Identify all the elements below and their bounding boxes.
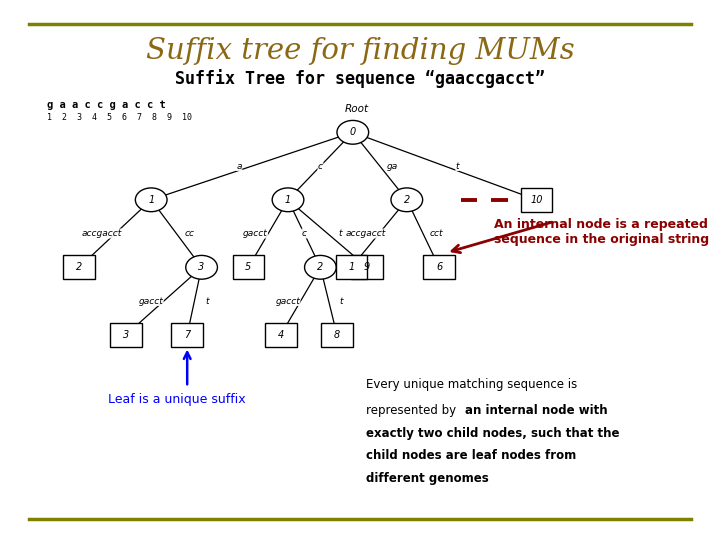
- FancyBboxPatch shape: [336, 255, 367, 279]
- Text: c: c: [302, 229, 307, 238]
- Circle shape: [186, 255, 217, 279]
- Text: 1: 1: [348, 262, 354, 272]
- FancyBboxPatch shape: [110, 323, 142, 347]
- Text: 9: 9: [364, 262, 370, 272]
- Text: Leaf is a unique suffix: Leaf is a unique suffix: [107, 393, 246, 406]
- Text: cct: cct: [429, 229, 443, 238]
- Text: 10: 10: [530, 195, 543, 205]
- Text: t: t: [456, 161, 459, 171]
- Text: 2: 2: [76, 262, 82, 272]
- FancyBboxPatch shape: [171, 323, 203, 347]
- Circle shape: [391, 188, 423, 212]
- FancyBboxPatch shape: [423, 255, 455, 279]
- Text: c: c: [318, 161, 323, 171]
- Circle shape: [272, 188, 304, 212]
- Text: t: t: [339, 229, 342, 238]
- Text: 2: 2: [404, 195, 410, 205]
- Text: 5: 5: [246, 262, 251, 272]
- Text: t: t: [206, 296, 209, 306]
- Text: 4: 4: [278, 330, 284, 340]
- Text: 2: 2: [318, 262, 323, 272]
- Text: 3: 3: [199, 262, 204, 272]
- Text: gacct: gacct: [138, 296, 163, 306]
- Text: 1  2  3  4  5  6  7  8  9  10: 1 2 3 4 5 6 7 8 9 10: [47, 113, 192, 122]
- Circle shape: [337, 120, 369, 144]
- Text: ga: ga: [387, 161, 398, 171]
- Text: 1: 1: [285, 195, 291, 205]
- Text: An internal node is a repeated
sequence in the original string: An internal node is a repeated sequence …: [494, 218, 708, 246]
- Text: an internal node with: an internal node with: [465, 404, 608, 417]
- FancyBboxPatch shape: [233, 255, 264, 279]
- Circle shape: [135, 188, 167, 212]
- Text: gacct: gacct: [275, 296, 300, 306]
- FancyBboxPatch shape: [321, 323, 353, 347]
- Text: Root: Root: [344, 104, 369, 114]
- Text: Every unique matching sequence is: Every unique matching sequence is: [366, 378, 577, 391]
- Text: exactly two child nodes, such that the: exactly two child nodes, such that the: [366, 427, 619, 440]
- FancyBboxPatch shape: [265, 323, 297, 347]
- Text: t: t: [340, 296, 343, 306]
- Text: child nodes are leaf nodes from: child nodes are leaf nodes from: [366, 449, 576, 462]
- Text: 0: 0: [350, 127, 356, 137]
- Text: g a a c c g a c c t: g a a c c g a c c t: [47, 100, 166, 110]
- Text: 7: 7: [184, 330, 190, 340]
- Text: Suffix tree for finding MUMs: Suffix tree for finding MUMs: [145, 37, 575, 65]
- Text: represented by: represented by: [366, 404, 459, 417]
- Text: Suffix Tree for sequence “gaaccgacct”: Suffix Tree for sequence “gaaccgacct”: [175, 69, 545, 88]
- FancyBboxPatch shape: [351, 255, 383, 279]
- Circle shape: [305, 255, 336, 279]
- FancyBboxPatch shape: [521, 188, 552, 212]
- Text: 8: 8: [334, 330, 340, 340]
- Text: 1: 1: [148, 195, 154, 205]
- Text: gacct: gacct: [243, 229, 268, 238]
- FancyBboxPatch shape: [63, 255, 95, 279]
- Text: different genomes: different genomes: [366, 472, 488, 485]
- Text: 3: 3: [123, 330, 129, 340]
- Text: 6: 6: [436, 262, 442, 272]
- Text: accgacct: accgacct: [346, 229, 386, 238]
- Text: cc: cc: [184, 229, 194, 238]
- Text: a: a: [236, 161, 242, 171]
- Text: accgacct: accgacct: [82, 229, 122, 238]
